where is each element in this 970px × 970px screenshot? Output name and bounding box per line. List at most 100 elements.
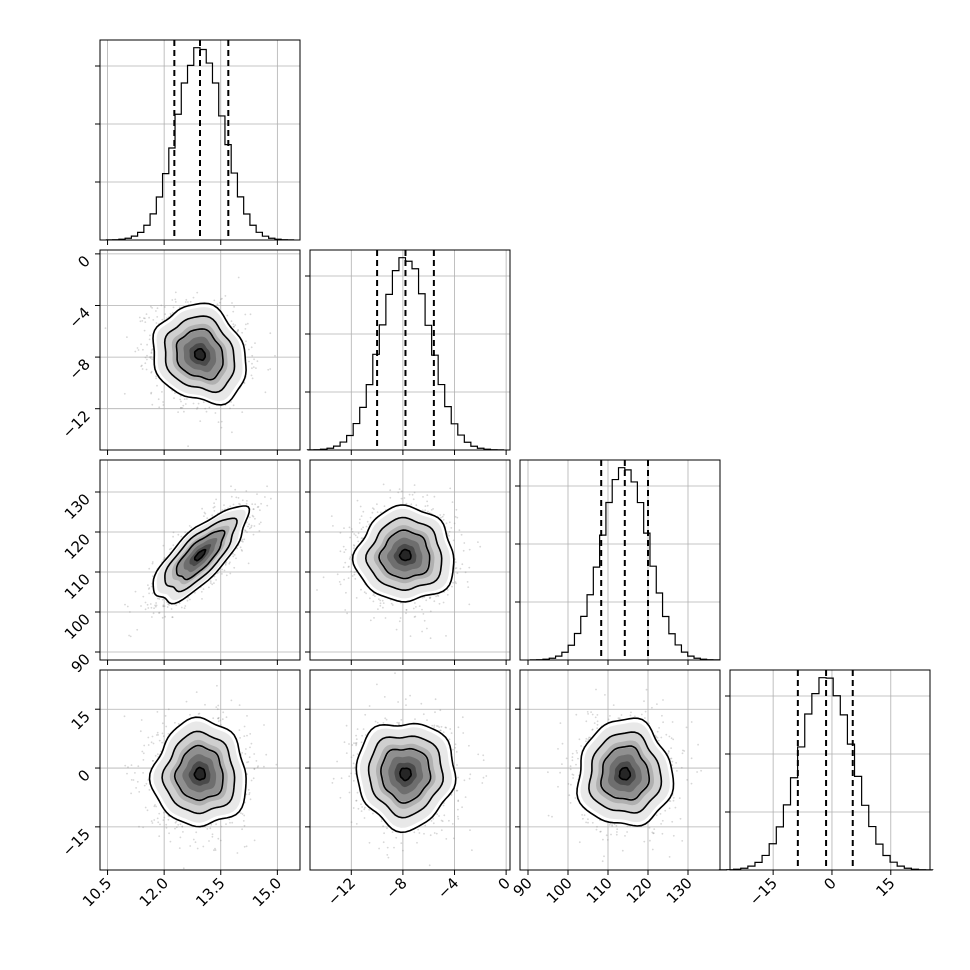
scatter-point xyxy=(155,734,158,736)
scatter-point xyxy=(147,744,150,746)
density-fill xyxy=(194,549,207,562)
scatter-panel-0-2 xyxy=(99,456,301,665)
scatter-point xyxy=(433,600,436,603)
scatter-point xyxy=(384,617,387,619)
scatter-point xyxy=(123,392,126,395)
scatter-point xyxy=(466,581,469,583)
scatter-point xyxy=(390,602,393,605)
scatter-point xyxy=(161,318,164,321)
scatter-point xyxy=(150,391,153,394)
scatter-point xyxy=(284,456,286,458)
scatter-point xyxy=(448,530,451,533)
scatter-point xyxy=(155,604,158,607)
scatter-point xyxy=(248,756,251,759)
scatter-point xyxy=(398,620,401,623)
scatter-point xyxy=(127,766,129,769)
scatter-point xyxy=(220,298,222,301)
scatter-point xyxy=(467,586,470,588)
scatter-point xyxy=(164,715,167,717)
scatter-point xyxy=(229,821,231,824)
scatter-point xyxy=(422,496,424,498)
scatter-point xyxy=(429,596,432,599)
scatter-point xyxy=(150,820,153,822)
scatter-panel-0-3 xyxy=(99,669,301,871)
scatter-point xyxy=(450,527,453,529)
scatter-point xyxy=(188,525,191,527)
histogram-panel-2 xyxy=(515,459,721,665)
scatter-point xyxy=(225,823,227,825)
scatter-point xyxy=(397,491,400,494)
scatter-point xyxy=(422,613,425,615)
scatter-point xyxy=(357,540,360,543)
scatter-point xyxy=(456,572,459,575)
scatter-point xyxy=(151,822,154,824)
scatter-point xyxy=(187,301,189,303)
scatter-point xyxy=(171,311,174,314)
scatter-point xyxy=(256,360,259,363)
scatter-point xyxy=(187,445,189,448)
scatter-point xyxy=(332,525,334,527)
scatter-point xyxy=(206,517,209,520)
scatter-point xyxy=(347,566,350,568)
scatter-point xyxy=(164,313,167,316)
scatter-point xyxy=(213,505,216,508)
scatter-point xyxy=(468,603,471,606)
scatter-point xyxy=(411,493,414,496)
scatter-point xyxy=(181,825,184,828)
scatter-point xyxy=(148,567,151,570)
scatter-point xyxy=(252,508,255,510)
scatter-point xyxy=(245,845,248,848)
scatter-point xyxy=(142,826,144,829)
scatter-point xyxy=(343,578,345,581)
scatter-point xyxy=(241,331,244,334)
scatter-point xyxy=(150,370,153,373)
scatter-point xyxy=(202,588,205,590)
scatter-point xyxy=(360,537,363,540)
scatter-point xyxy=(459,567,462,570)
scatter-point xyxy=(216,708,219,711)
scatter-point xyxy=(244,753,247,755)
scatter-point xyxy=(129,635,132,638)
scatter-point xyxy=(230,401,233,403)
scatter-point xyxy=(165,827,168,829)
scatter-point xyxy=(172,544,175,547)
histogram-panel-0 xyxy=(95,39,301,245)
scatter-point xyxy=(202,401,205,404)
scatter-point xyxy=(162,735,165,738)
scatter-point xyxy=(138,316,141,319)
scatter-point xyxy=(405,612,407,615)
scatter-point xyxy=(412,607,415,610)
scatter-point xyxy=(253,525,256,527)
scatter-point xyxy=(454,561,457,563)
scatter-point xyxy=(415,606,417,608)
scatter-point xyxy=(374,595,376,597)
scatter-point xyxy=(211,514,214,517)
scatter-point xyxy=(180,400,182,403)
scatter-point xyxy=(230,495,233,498)
scatter-point xyxy=(349,556,352,558)
scatter-point xyxy=(220,420,223,423)
scatter-point xyxy=(181,825,184,828)
scatter-point xyxy=(156,753,159,755)
scatter-point xyxy=(246,761,248,764)
scatter-point xyxy=(213,502,215,505)
scatter-point xyxy=(249,527,251,530)
scatter-point xyxy=(442,518,445,521)
scatter-point xyxy=(134,590,137,593)
scatter-point xyxy=(213,510,216,512)
scatter-point xyxy=(213,582,215,584)
scatter-point xyxy=(389,496,392,499)
scatter-point xyxy=(428,596,431,599)
scatter-point xyxy=(246,500,248,502)
scatter-point xyxy=(224,295,227,297)
scatter-point xyxy=(151,562,154,565)
scatter-point xyxy=(142,595,145,598)
scatter-point xyxy=(241,538,244,541)
scatter-point xyxy=(202,845,205,848)
scatter-point xyxy=(192,296,195,299)
scatter-point xyxy=(136,628,139,631)
scatter-point xyxy=(395,628,398,631)
scatter-point xyxy=(399,617,402,619)
scatter-point xyxy=(228,562,231,565)
scatter-point xyxy=(251,503,254,505)
